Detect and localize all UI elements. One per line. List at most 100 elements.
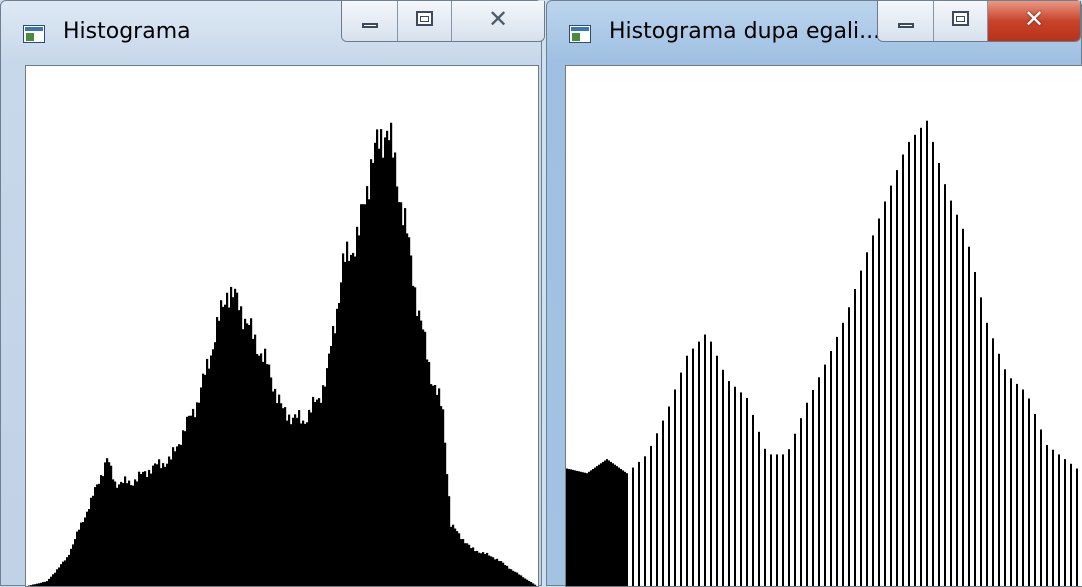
- histogram-bar: [98, 483, 101, 586]
- histogram-bar: [386, 130, 389, 586]
- histogram-bar: [96, 484, 99, 586]
- maximize-button[interactable]: [398, 1, 452, 41]
- histogram-bar: [616, 466, 618, 586]
- histogram-bar: [136, 481, 139, 586]
- histogram-bar: [140, 474, 143, 586]
- histogram-bar: [450, 526, 453, 586]
- histogram-bar: [728, 381, 730, 586]
- histogram-bar: [442, 409, 445, 586]
- histogram-bar: [122, 483, 125, 586]
- equalized-histogram-window[interactable]: Histograma dupa egali... ✕: [546, 0, 1082, 587]
- histogram-bar: [444, 442, 447, 586]
- histogram-bar: [358, 235, 361, 586]
- histogram-bar: [574, 470, 576, 586]
- histogram-bar: [308, 409, 311, 586]
- histogram-bar: [34, 584, 37, 586]
- histogram-bar: [330, 346, 333, 586]
- minimize-icon: [898, 23, 914, 28]
- histogram-bar: [596, 466, 598, 586]
- title-bar[interactable]: Histograma ✕: [1, 1, 545, 59]
- histogram-bar: [336, 308, 339, 586]
- histogram-bar: [1016, 383, 1018, 586]
- histogram-bar: [172, 447, 175, 586]
- histogram-bar: [914, 134, 916, 586]
- close-button[interactable]: ✕: [988, 1, 1080, 41]
- histogram-bar: [352, 252, 355, 586]
- histogram-bar: [740, 392, 742, 586]
- histogram-bar: [320, 402, 323, 586]
- maximize-button[interactable]: [934, 1, 988, 41]
- histogram-bar: [698, 341, 700, 586]
- histogram-bar: [256, 354, 259, 586]
- histogram-bar: [416, 316, 419, 586]
- histogram-bar: [72, 544, 75, 586]
- histogram-bar: [578, 471, 580, 586]
- histogram-bar: [154, 463, 157, 586]
- histogram-bar: [860, 270, 862, 586]
- histogram-bar: [460, 539, 463, 586]
- histogram-bar: [46, 581, 49, 586]
- histogram-bar: [234, 288, 237, 586]
- histogram-bar: [486, 552, 489, 586]
- histogram-bar: [280, 403, 283, 586]
- histogram-bar: [258, 355, 261, 586]
- window-title: Histograma dupa egali...: [609, 19, 881, 44]
- histogram-bar: [598, 464, 600, 586]
- histogram-bar: [80, 522, 83, 586]
- histogram-bar: [1076, 468, 1078, 586]
- histogram-bar: [412, 285, 415, 586]
- histogram-bar: [498, 561, 501, 586]
- histogram-bar: [626, 473, 628, 586]
- histogram-bar: [440, 406, 443, 586]
- histogram-bar: [1004, 369, 1006, 586]
- histogram-bar: [360, 204, 363, 586]
- histogram-bar: [452, 524, 455, 586]
- histogram-bar: [510, 569, 513, 586]
- histogram-bar: [384, 137, 387, 586]
- histogram-bar: [108, 462, 111, 586]
- histogram-bar: [314, 402, 317, 586]
- histogram-bar: [190, 415, 193, 586]
- histogram-bar: [890, 185, 892, 586]
- histogram-bar: [310, 412, 313, 586]
- histogram-bar: [614, 464, 616, 586]
- histogram-bar: [420, 320, 423, 586]
- histogram-bar: [192, 408, 195, 586]
- minimize-button[interactable]: [342, 1, 398, 41]
- histogram-bar: [78, 529, 81, 586]
- histogram-bar: [156, 464, 159, 586]
- histogram-bar: [592, 469, 594, 586]
- histogram-bar: [800, 418, 802, 586]
- maximize-icon: [416, 11, 433, 26]
- histogram-bar: [812, 390, 814, 586]
- histogram-bar: [176, 446, 179, 586]
- histogram-window[interactable]: Histograma ✕: [0, 0, 545, 587]
- histogram-bar: [618, 467, 620, 586]
- histogram-bar: [974, 272, 976, 586]
- histogram-bar: [372, 162, 375, 586]
- histogram-bar: [590, 470, 592, 586]
- histogram-bar: [362, 204, 365, 586]
- histogram-bar: [326, 368, 329, 586]
- histogram-bar: [56, 569, 59, 586]
- histogram-bar: [468, 544, 471, 586]
- histogram-bar: [228, 307, 231, 586]
- histogram-bar: [830, 351, 832, 586]
- close-button[interactable]: ✕: [452, 1, 544, 41]
- title-bar[interactable]: Histograma dupa egali... ✕: [547, 1, 1081, 59]
- histogram-bar: [168, 456, 171, 586]
- histogram-bar: [1040, 429, 1042, 586]
- histogram-bar: [998, 353, 1000, 586]
- histogram-bar: [566, 468, 568, 586]
- histogram-bar: [186, 416, 189, 586]
- histogram-bar: [594, 467, 596, 586]
- histogram-bar: [986, 322, 988, 586]
- histogram-bar: [286, 420, 289, 586]
- histogram-bar: [252, 338, 255, 586]
- histogram-bar: [180, 444, 183, 586]
- minimize-button[interactable]: [878, 1, 934, 41]
- histogram-bar: [208, 368, 211, 586]
- histogram-bar: [624, 471, 626, 586]
- histogram-bar: [836, 336, 838, 586]
- histogram-bar: [338, 303, 341, 586]
